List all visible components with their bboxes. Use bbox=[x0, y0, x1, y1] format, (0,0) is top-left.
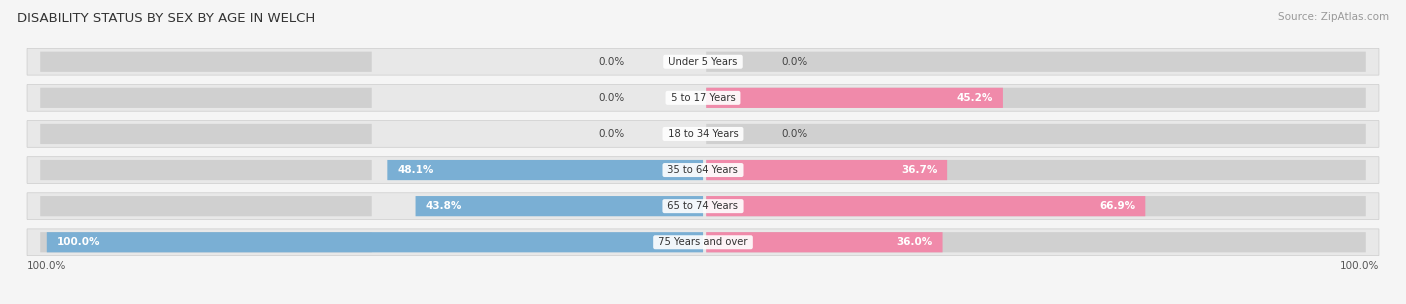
Text: 66.9%: 66.9% bbox=[1099, 201, 1136, 211]
FancyBboxPatch shape bbox=[706, 88, 1365, 108]
FancyBboxPatch shape bbox=[706, 196, 1146, 216]
FancyBboxPatch shape bbox=[706, 52, 1365, 72]
Text: 35 to 64 Years: 35 to 64 Years bbox=[665, 165, 741, 175]
FancyBboxPatch shape bbox=[27, 193, 1379, 219]
Text: DISABILITY STATUS BY SEX BY AGE IN WELCH: DISABILITY STATUS BY SEX BY AGE IN WELCH bbox=[17, 12, 315, 25]
Text: 65 to 74 Years: 65 to 74 Years bbox=[665, 201, 741, 211]
FancyBboxPatch shape bbox=[41, 196, 371, 216]
Text: 0.0%: 0.0% bbox=[782, 129, 808, 139]
FancyBboxPatch shape bbox=[27, 85, 1379, 111]
Text: 100.0%: 100.0% bbox=[1340, 261, 1379, 271]
Text: Under 5 Years: Under 5 Years bbox=[665, 57, 741, 67]
Text: 43.8%: 43.8% bbox=[426, 201, 461, 211]
Text: 100.0%: 100.0% bbox=[56, 237, 100, 247]
Text: 5 to 17 Years: 5 to 17 Years bbox=[668, 93, 738, 103]
Text: 0.0%: 0.0% bbox=[598, 57, 624, 67]
FancyBboxPatch shape bbox=[41, 160, 371, 180]
FancyBboxPatch shape bbox=[706, 196, 1365, 216]
Text: 36.0%: 36.0% bbox=[897, 237, 932, 247]
FancyBboxPatch shape bbox=[387, 160, 703, 180]
FancyBboxPatch shape bbox=[41, 52, 371, 72]
FancyBboxPatch shape bbox=[27, 157, 1379, 183]
FancyBboxPatch shape bbox=[416, 196, 703, 216]
Text: 0.0%: 0.0% bbox=[782, 57, 808, 67]
FancyBboxPatch shape bbox=[41, 232, 371, 252]
Text: 48.1%: 48.1% bbox=[398, 165, 433, 175]
FancyBboxPatch shape bbox=[706, 124, 1365, 144]
FancyBboxPatch shape bbox=[706, 88, 1002, 108]
Text: 100.0%: 100.0% bbox=[27, 261, 66, 271]
FancyBboxPatch shape bbox=[41, 124, 371, 144]
Text: 0.0%: 0.0% bbox=[598, 93, 624, 103]
FancyBboxPatch shape bbox=[27, 229, 1379, 256]
FancyBboxPatch shape bbox=[46, 232, 703, 252]
FancyBboxPatch shape bbox=[27, 48, 1379, 75]
FancyBboxPatch shape bbox=[706, 232, 942, 252]
Text: 0.0%: 0.0% bbox=[598, 129, 624, 139]
Text: 18 to 34 Years: 18 to 34 Years bbox=[665, 129, 741, 139]
FancyBboxPatch shape bbox=[27, 121, 1379, 147]
Text: 75 Years and over: 75 Years and over bbox=[655, 237, 751, 247]
FancyBboxPatch shape bbox=[706, 160, 1365, 180]
FancyBboxPatch shape bbox=[706, 232, 1365, 252]
Text: 36.7%: 36.7% bbox=[901, 165, 938, 175]
FancyBboxPatch shape bbox=[41, 88, 371, 108]
Text: Source: ZipAtlas.com: Source: ZipAtlas.com bbox=[1278, 12, 1389, 22]
Text: 45.2%: 45.2% bbox=[956, 93, 993, 103]
FancyBboxPatch shape bbox=[706, 160, 948, 180]
